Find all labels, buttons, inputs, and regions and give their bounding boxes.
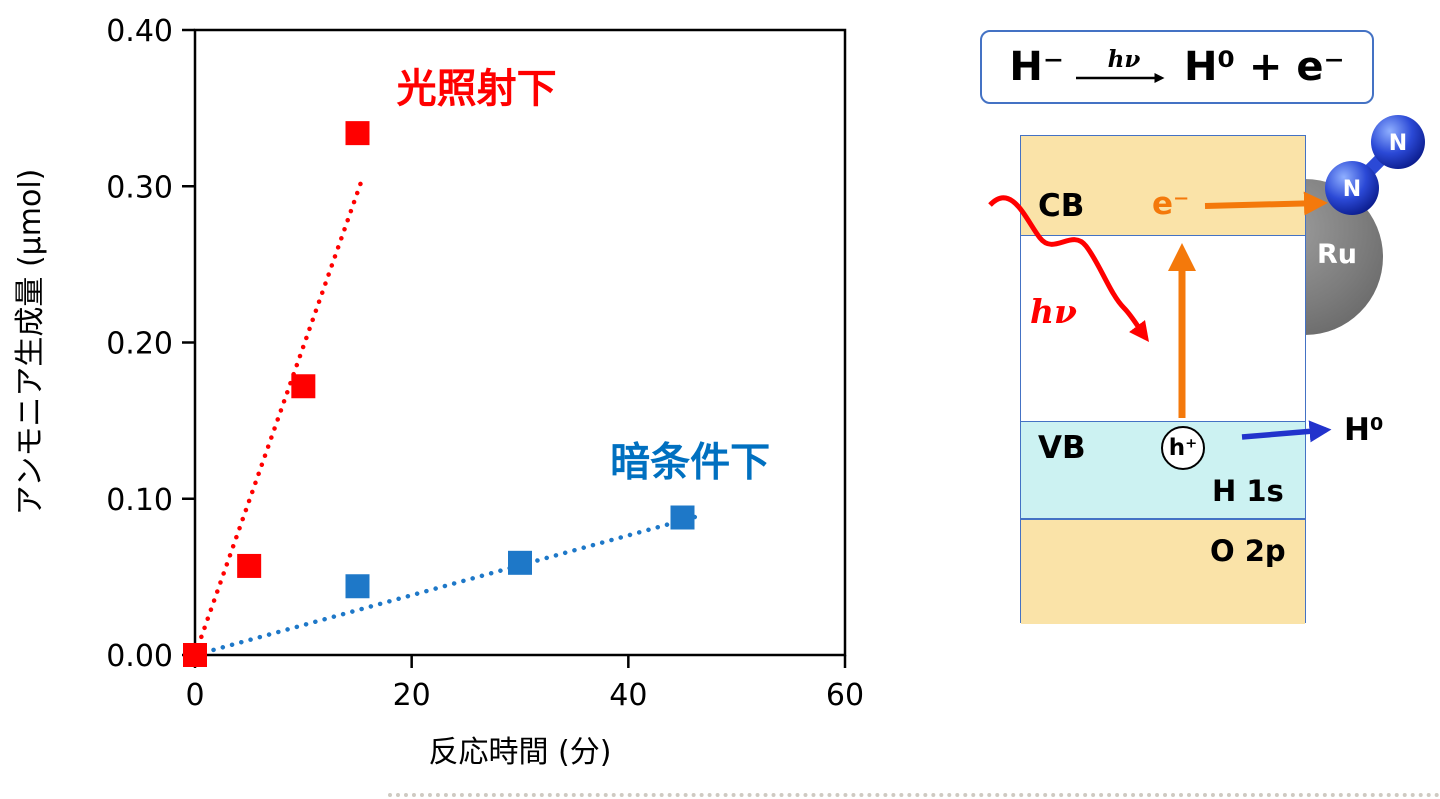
valence-band-label: VB [1038,430,1086,466]
x-tick-label: 40 [609,678,647,713]
data-point [508,550,532,575]
hole-label: h⁺ [1168,435,1198,461]
equation-hv-label: hν [1107,46,1141,73]
series-label: 暗条件下 [610,439,770,485]
right-arrow-icon [1075,73,1165,83]
n-atom-sphere [1371,115,1425,169]
trend-line [192,174,366,658]
x-axis-title: 反応時間 (分) [429,735,612,770]
ru-label: Ru [1317,239,1358,270]
conduction-band [1021,136,1305,236]
n2-molecule: N N [1325,115,1425,215]
y-axis-title: アンモニア生成量 (μmol) [13,169,48,516]
o2p-orbital-label: O 2p [1210,534,1286,568]
plot-frame [193,28,847,657]
series-label: 光照射下 [397,66,557,112]
equation-reaction-arrow: hν [1074,48,1174,86]
data-point [183,643,207,667]
diagram-arrows [988,191,1332,443]
x-tick-label: 20 [393,678,431,713]
y-tick-label: 0.10 [106,483,173,518]
o2p-band [1021,519,1305,624]
equation-reactant: H⁻ [1009,44,1064,90]
hole-circle: h⁺ [1161,426,1205,470]
y-tick-label: 0.40 [106,14,173,49]
hole-transfer-arrow-icon [1241,420,1332,443]
photon-wavy-arrow-icon [988,195,1149,343]
data-point [237,553,262,578]
data-point [345,121,370,146]
y-tick-label: 0.30 [106,170,173,205]
data-point [345,574,370,599]
y-tick-label: 0.00 [106,639,173,674]
conduction-band-label: CB [1038,188,1085,224]
equation-products: H⁰ + e⁻ [1183,44,1345,90]
bottom-dotted-rule [388,793,1440,797]
h1s-orbital-label: H 1s [1212,474,1284,508]
n-atom-sphere [1325,161,1379,215]
n-atom-label: N [1343,177,1361,202]
ammonia-production-chart: 0 20 40 60 0.00 0.10 0.20 0.30 0.40 光照射下暗条件下反応時間 … [13,14,864,770]
electron-label: e⁻ [1152,186,1190,222]
electron-transfer-arrow-icon [1204,191,1328,216]
x-tick-label: 0 [185,678,204,713]
photon-hv-label: hν [1030,292,1077,331]
trend-line [192,513,701,658]
x-tick-label: 60 [826,678,864,713]
data-point [291,374,316,399]
n-atom-label: N [1389,131,1407,156]
equation-box: H⁻ hν H⁰ + e⁻ [980,30,1374,104]
h0-product-label: H⁰ [1344,412,1384,448]
y-tick-label: 0.20 [106,327,173,362]
data-point [670,505,695,530]
